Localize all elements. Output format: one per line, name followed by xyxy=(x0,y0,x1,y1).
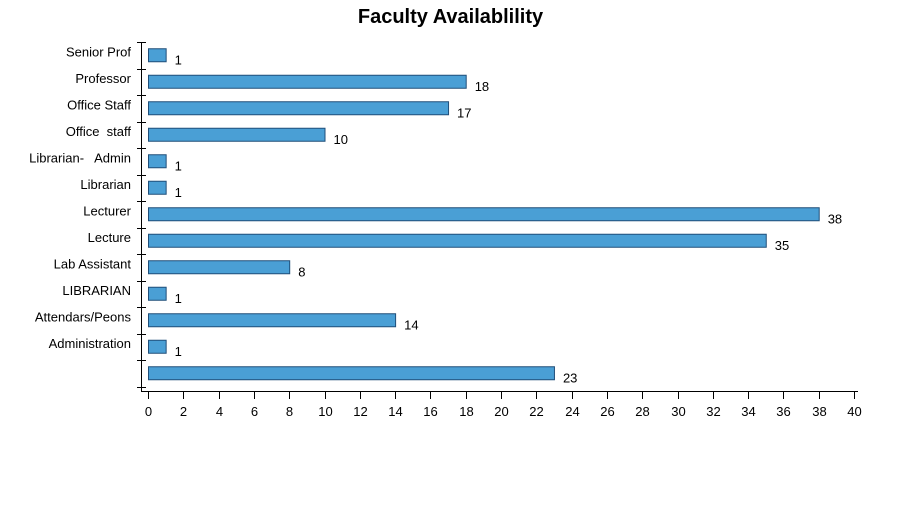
x-tick-label: 6 xyxy=(251,404,258,419)
bar xyxy=(148,339,167,354)
x-tick-label: 34 xyxy=(741,404,755,419)
category-label: Senior Prof xyxy=(66,44,131,59)
category-label: Office staff xyxy=(66,124,132,139)
axes-group: 0 2 4 6 8 10 12 14 16 18 20 22 24 26 28 30 32 34 36 38 40 xyxy=(137,42,862,419)
x-tick-label: 8 xyxy=(286,404,293,419)
category-labels-group: Senior Prof Professor Office Staff Office s… xyxy=(29,44,132,351)
category-label: Lecturer xyxy=(83,203,131,218)
bar xyxy=(148,101,450,116)
x-tick-label: 4 xyxy=(216,404,223,419)
bar-value-label: 1 xyxy=(175,291,182,306)
x-tick-label: 12 xyxy=(353,404,367,419)
x-tick-label: 22 xyxy=(529,404,543,419)
x-tick-label: 30 xyxy=(671,404,685,419)
category-label: Administration xyxy=(49,336,131,351)
x-tick-label: 10 xyxy=(318,404,332,419)
bar xyxy=(148,286,167,301)
bar-value-label: 18 xyxy=(475,79,489,94)
x-tick-label: 36 xyxy=(776,404,790,419)
category-label: Office Staff xyxy=(67,97,131,112)
x-tick-label: 38 xyxy=(812,404,826,419)
bar xyxy=(148,74,467,89)
x-tick-label: 32 xyxy=(706,404,720,419)
bar xyxy=(148,48,167,63)
category-label: Lecture xyxy=(88,230,131,245)
bar-value-label: 35 xyxy=(775,238,789,253)
category-label: LIBRARIAN xyxy=(62,283,131,298)
bar xyxy=(148,207,820,222)
bar-value-label: 8 xyxy=(298,264,305,279)
bar xyxy=(148,154,167,169)
category-label: Attendars/Peons xyxy=(35,309,132,324)
x-tick-label: 20 xyxy=(494,404,508,419)
chart-title: Faculty Availablility xyxy=(357,6,544,28)
x-tick-label: 24 xyxy=(565,404,579,419)
x-tick-label: 0 xyxy=(145,404,152,419)
x-tick-label: 2 xyxy=(180,404,187,419)
bar-value-label: 17 xyxy=(457,105,471,120)
value-labels-group: 1 18 17 10 1 1 38 35 8 1 14 1 23 xyxy=(175,52,843,385)
x-tick-label: 14 xyxy=(388,404,402,419)
bar xyxy=(148,127,326,142)
bars-group xyxy=(148,48,820,381)
bar-value-label: 1 xyxy=(175,344,182,359)
x-tick-label: 28 xyxy=(635,404,649,419)
bar-value-label: 1 xyxy=(175,158,182,173)
category-label: Librarian xyxy=(80,177,131,192)
bar xyxy=(148,313,397,328)
bar-value-label: 10 xyxy=(334,132,348,147)
x-tick-label: 40 xyxy=(847,404,861,419)
category-label: Librarian- Admin xyxy=(29,150,131,165)
bar-value-label: 14 xyxy=(404,317,418,332)
bar xyxy=(148,180,167,195)
x-tick-label: 26 xyxy=(600,404,614,419)
bar-value-label: 1 xyxy=(175,185,182,200)
bar-value-label: 1 xyxy=(175,52,182,67)
category-label: Professor xyxy=(75,71,131,86)
bar xyxy=(148,366,555,381)
bar xyxy=(148,233,767,248)
bar xyxy=(148,260,291,275)
bar-value-label: 38 xyxy=(828,211,842,226)
category-label: Lab Assistant xyxy=(54,256,132,271)
bar-value-label: 23 xyxy=(563,370,577,385)
x-tick-label: 18 xyxy=(459,404,473,419)
x-tick-label: 16 xyxy=(423,404,437,419)
